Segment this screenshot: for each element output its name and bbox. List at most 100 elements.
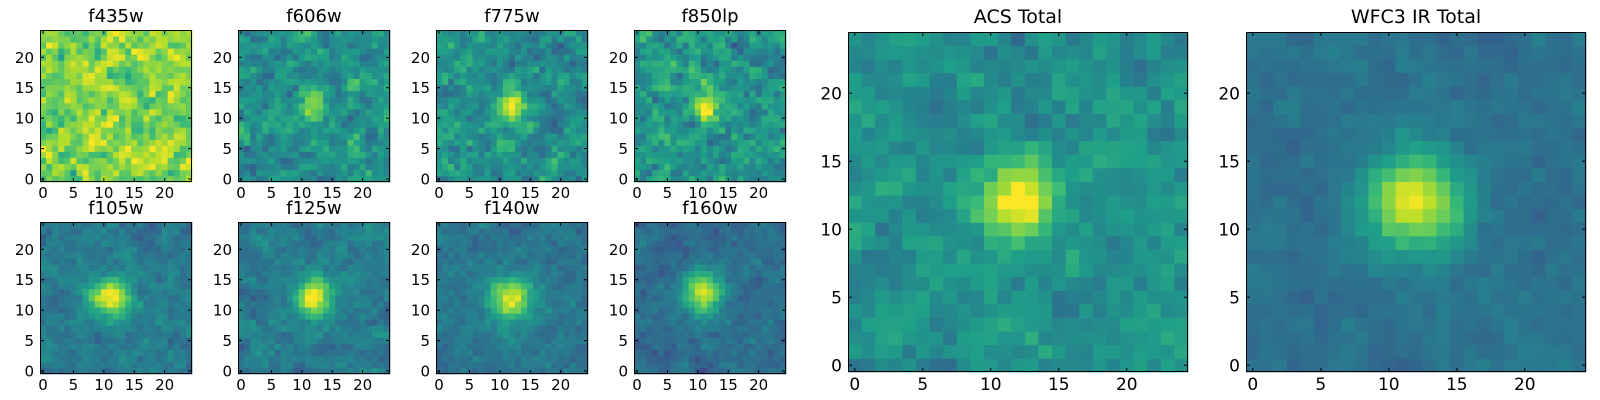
heatmap-cell [46, 276, 53, 284]
heatmap-cell [335, 264, 342, 271]
heatmap-cell [557, 121, 565, 128]
heatmap-cell [640, 54, 647, 61]
heatmap-cell [436, 325, 443, 332]
heatmap-cell [353, 115, 360, 122]
heatmap-cell [502, 270, 510, 278]
heatmap-cell [563, 96, 571, 104]
heatmap-cell [767, 42, 775, 49]
heatmap-cell [329, 169, 336, 177]
heatmap-cell [743, 337, 750, 344]
heatmap-cell [551, 258, 558, 265]
heatmap-cell [149, 66, 156, 73]
heatmap-cell [76, 222, 83, 229]
heatmap-cell [551, 313, 558, 320]
heatmap-cell [149, 90, 156, 98]
heatmap-cell [652, 60, 659, 67]
heatmap-cell [725, 78, 732, 86]
heatmap-cell [125, 294, 132, 302]
heatmap-cell [521, 319, 528, 326]
heatmap-cell [149, 42, 156, 49]
x-tick-label: 0 [236, 184, 246, 202]
heatmap-cells [238, 30, 391, 183]
heatmap-cell [496, 282, 504, 290]
heatmap-cell [779, 30, 787, 37]
heatmap-cell [737, 343, 744, 351]
heatmap-cell [323, 102, 330, 110]
heatmap-cell [545, 301, 552, 308]
heatmap-cell [112, 252, 120, 259]
heatmap-cell [317, 66, 324, 73]
heatmap-cell [286, 163, 294, 171]
heatmap-cell [581, 222, 589, 229]
heatmap-cell [256, 282, 263, 290]
heatmap-cell [563, 313, 571, 320]
heatmap-cell [149, 270, 156, 278]
heatmap-cell [490, 325, 498, 332]
heatmap-cell [539, 66, 546, 73]
heatmap-cell [46, 66, 53, 73]
heatmap-cell [545, 54, 552, 61]
heatmap-cell [64, 355, 71, 363]
heatmap-cell [454, 115, 461, 122]
heatmap-cell [238, 90, 245, 98]
heatmap-cell [472, 252, 479, 259]
heatmap-cell [442, 361, 449, 369]
heatmap-cell [112, 157, 120, 165]
heatmap-cell [161, 90, 169, 98]
heatmap-cell [185, 343, 193, 351]
heatmap-cell [521, 163, 528, 171]
heatmap-cell [767, 325, 775, 332]
heatmap-cell [460, 163, 467, 171]
heatmap-cell [581, 319, 589, 326]
heatmap-cell [64, 288, 71, 296]
heatmap-cell [502, 169, 510, 177]
heatmap-cell [274, 36, 281, 43]
heatmap-cell [317, 78, 324, 86]
heatmap-cell [581, 109, 589, 116]
heatmap-cell [719, 367, 726, 375]
heatmap-cell [472, 139, 479, 146]
heatmap-cell [52, 337, 59, 344]
heatmap-cell [484, 343, 492, 351]
heatmap-cell [472, 163, 479, 171]
heatmap-cell [719, 48, 726, 55]
heatmap-cell [131, 349, 138, 357]
heatmap-cell [70, 313, 77, 320]
heatmap-cell [341, 288, 348, 296]
heatmap-cell [88, 60, 96, 67]
heatmap-cell [371, 90, 379, 98]
heatmap-cell [64, 115, 71, 122]
heatmap-cell [262, 361, 269, 369]
heatmap-cell [298, 54, 306, 61]
heatmap-cell [256, 60, 263, 67]
heatmap-cell [64, 228, 71, 235]
heatmap-cell [496, 270, 504, 278]
x-tick-label: 0 [236, 376, 246, 394]
heatmap-cell [359, 252, 367, 259]
heatmap-cell [335, 313, 342, 320]
heatmap-cell [575, 84, 583, 92]
heatmap-cell [688, 96, 696, 104]
heatmap-cell [76, 151, 83, 159]
heatmap-cell [179, 60, 187, 67]
heatmap-cell [100, 313, 108, 320]
heatmap-cell [490, 54, 498, 61]
heatmap-cell [521, 240, 528, 247]
heatmap-cell [52, 96, 59, 104]
heatmap-cell [743, 42, 750, 49]
heatmap-cell [460, 139, 467, 146]
heatmap-cell [274, 175, 281, 183]
heatmap-cell [442, 294, 449, 302]
heatmap-cell [563, 72, 571, 79]
heatmap-cell [40, 331, 47, 338]
heatmap-cell [533, 313, 540, 320]
heatmap-cell [502, 355, 510, 363]
heatmap-cell [749, 48, 756, 55]
heatmap-cell [557, 48, 565, 55]
heatmap-cell [310, 264, 318, 271]
heatmap-cell [700, 30, 708, 37]
heatmap-cell [179, 343, 187, 351]
heatmap-cell [167, 228, 175, 235]
heatmap-cell [304, 258, 312, 265]
y-tick-label: 5 [618, 140, 628, 158]
